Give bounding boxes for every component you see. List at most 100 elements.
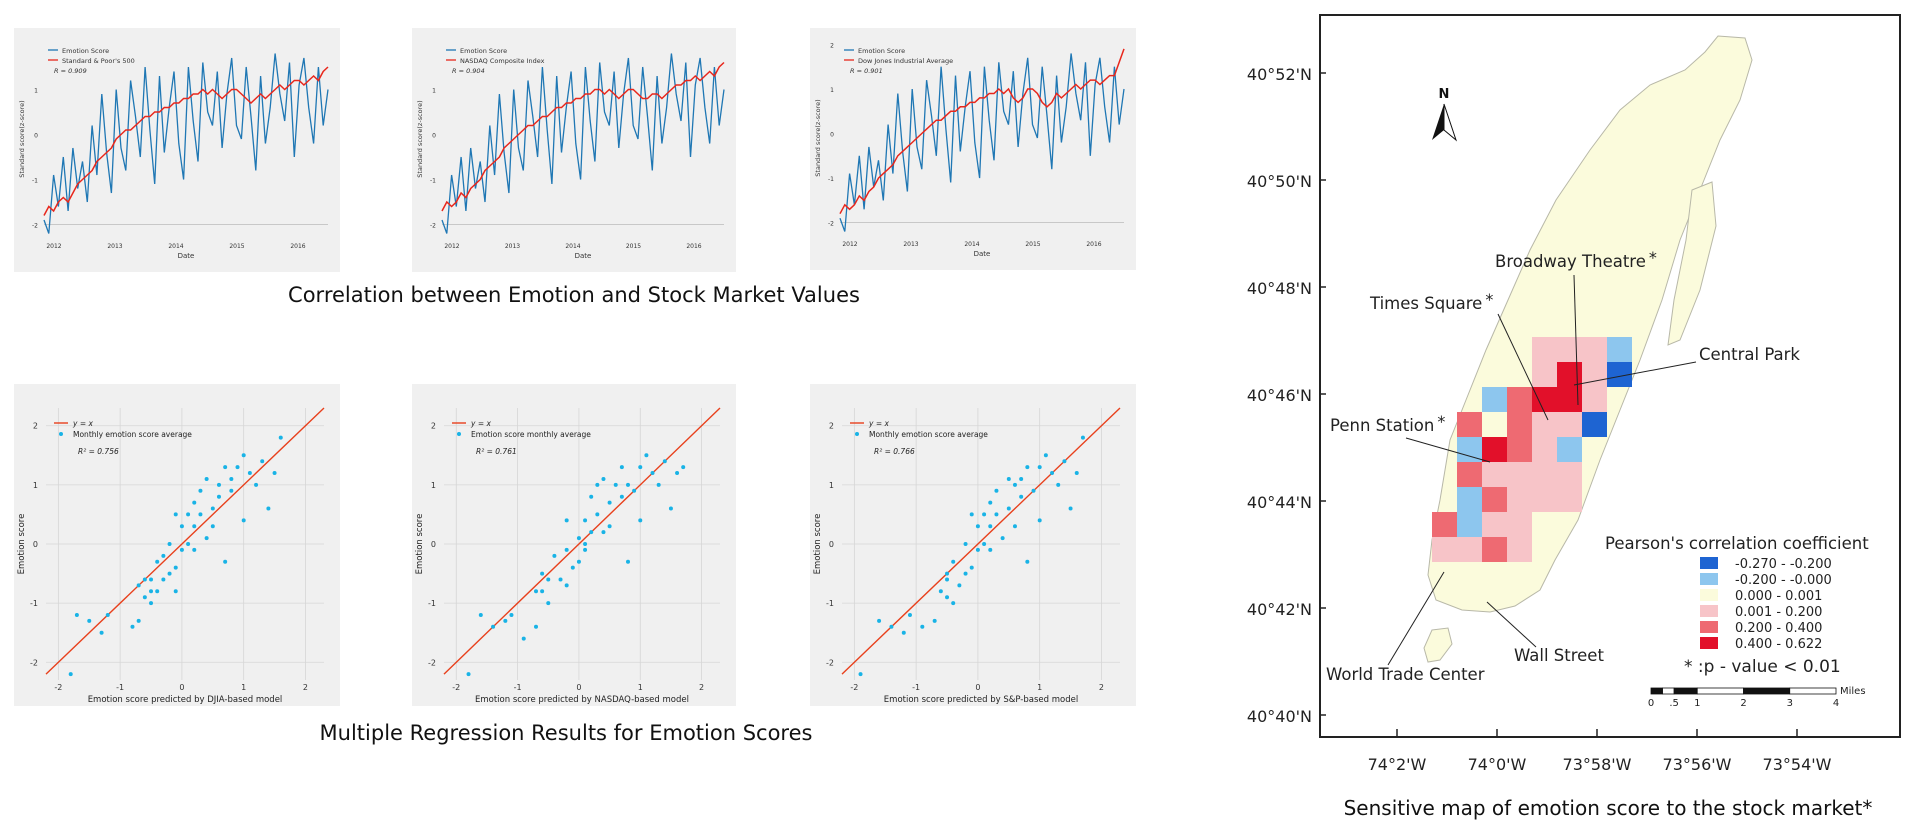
x-tick-label: 2013 xyxy=(107,243,122,250)
series-line xyxy=(441,61,725,212)
heatmap-cell xyxy=(1557,437,1582,462)
y-tick-label: -2 xyxy=(826,658,834,667)
legend-label: 0.200 - 0.400 xyxy=(1735,621,1822,636)
heatmap-cell xyxy=(1482,412,1507,437)
y-tick-label: 0 xyxy=(432,133,436,140)
heatmap-cell xyxy=(1532,462,1557,487)
y-equals-x-line xyxy=(443,407,721,675)
x-tick-label: 2 xyxy=(1099,683,1104,692)
leader-line xyxy=(1405,437,1491,463)
data-point xyxy=(595,482,600,487)
data-point xyxy=(186,542,191,546)
data-point xyxy=(595,512,600,517)
heatmap-cell xyxy=(1457,487,1482,512)
x-tick-label: 2014 xyxy=(565,243,580,250)
x-tick-label: 2012 xyxy=(842,241,857,248)
place-label: Penn Station * xyxy=(1330,412,1445,435)
heatmap-cell xyxy=(1432,537,1457,562)
heatmap-cell xyxy=(1532,487,1557,512)
place-label: Wall Street xyxy=(1514,646,1604,665)
x-tick-label: 2014 xyxy=(964,241,979,248)
data-point xyxy=(589,494,594,499)
data-point xyxy=(155,559,160,564)
data-point xyxy=(583,547,588,552)
legend-label-points: Monthly emotion score average xyxy=(869,430,988,439)
leader-line xyxy=(1387,571,1445,666)
data-point xyxy=(136,583,141,588)
lon-tick-label: 74°0'W xyxy=(1468,755,1527,774)
heatmap-cell xyxy=(1582,412,1607,437)
data-point xyxy=(478,612,483,617)
data-point xyxy=(534,624,538,629)
data-point xyxy=(1012,524,1017,529)
data-point xyxy=(975,524,980,529)
data-point xyxy=(466,672,471,677)
data-point xyxy=(278,435,283,440)
data-point xyxy=(216,482,221,487)
data-point xyxy=(546,601,551,606)
data-point xyxy=(179,524,184,529)
heatmap-cell xyxy=(1482,437,1507,462)
data-point xyxy=(173,565,178,570)
scale-tick-label: 1 xyxy=(1694,698,1700,709)
data-point xyxy=(130,624,135,629)
legend-label-line: y = x xyxy=(72,419,93,428)
scale-tick-label: 3 xyxy=(1787,698,1793,709)
y-tick-label: 1 xyxy=(829,481,834,490)
heatmap-cell xyxy=(1457,412,1482,437)
heatmap-cell xyxy=(1557,412,1582,437)
legend-swatch-points xyxy=(855,432,859,436)
x-tick-label: 2016 xyxy=(1086,241,1101,248)
data-point xyxy=(988,547,993,552)
y-tick-label: -2 xyxy=(32,223,38,230)
data-point xyxy=(186,512,191,517)
leader-line xyxy=(1573,274,1579,406)
place-label: Central Park xyxy=(1699,345,1800,364)
line-chart-nasdaq: -2 -1 0 1 2012 2013 2014 2015 2016 Date Standard s… xyxy=(412,28,736,272)
leader-line xyxy=(1573,361,1697,386)
data-point xyxy=(1031,488,1036,493)
y-axis-label: Emotion score xyxy=(17,514,27,575)
x-tick-label: 2015 xyxy=(229,243,244,250)
y-equals-x-line xyxy=(841,407,1121,675)
data-point xyxy=(173,512,178,517)
data-point xyxy=(570,565,575,570)
data-point xyxy=(179,547,184,552)
island-land xyxy=(1667,181,1717,346)
data-point xyxy=(161,577,166,582)
data-point xyxy=(583,518,588,523)
data-point xyxy=(969,565,974,570)
data-point xyxy=(901,630,906,635)
x-tick-label: 1 xyxy=(1037,683,1042,692)
x-tick-label: 2 xyxy=(699,683,704,692)
data-point xyxy=(945,595,950,600)
data-point xyxy=(656,482,661,487)
y-tick-label: 0 xyxy=(33,540,38,549)
scale-bar-segment xyxy=(1789,687,1837,695)
x-tick-label: 2016 xyxy=(686,243,701,250)
scale-bar-segment xyxy=(1743,687,1791,695)
data-point xyxy=(564,583,569,588)
data-point xyxy=(607,500,612,505)
y-tick-label: -1 xyxy=(428,599,436,608)
legend-swatch xyxy=(1700,573,1718,585)
lon-tick-label: 73°54'W xyxy=(1763,755,1832,774)
data-point xyxy=(552,553,557,558)
data-point xyxy=(920,624,925,629)
data-point xyxy=(534,589,538,594)
data-point xyxy=(668,506,673,511)
data-point xyxy=(638,518,643,523)
data-point xyxy=(889,624,894,629)
north-label: N xyxy=(1439,87,1450,102)
y-tick-label: -1 xyxy=(826,599,834,608)
x-tick-label: 2012 xyxy=(46,243,61,250)
y-axis-label: Standard score(z-score) xyxy=(18,100,26,177)
data-point xyxy=(204,476,209,481)
data-point xyxy=(650,471,655,476)
data-point xyxy=(1050,471,1055,476)
data-point xyxy=(149,601,154,606)
data-point xyxy=(1056,482,1061,487)
data-point xyxy=(192,547,197,552)
lon-tick-label: 74°2'W xyxy=(1368,755,1427,774)
lat-tick-label: 40°46'N xyxy=(1247,386,1312,405)
